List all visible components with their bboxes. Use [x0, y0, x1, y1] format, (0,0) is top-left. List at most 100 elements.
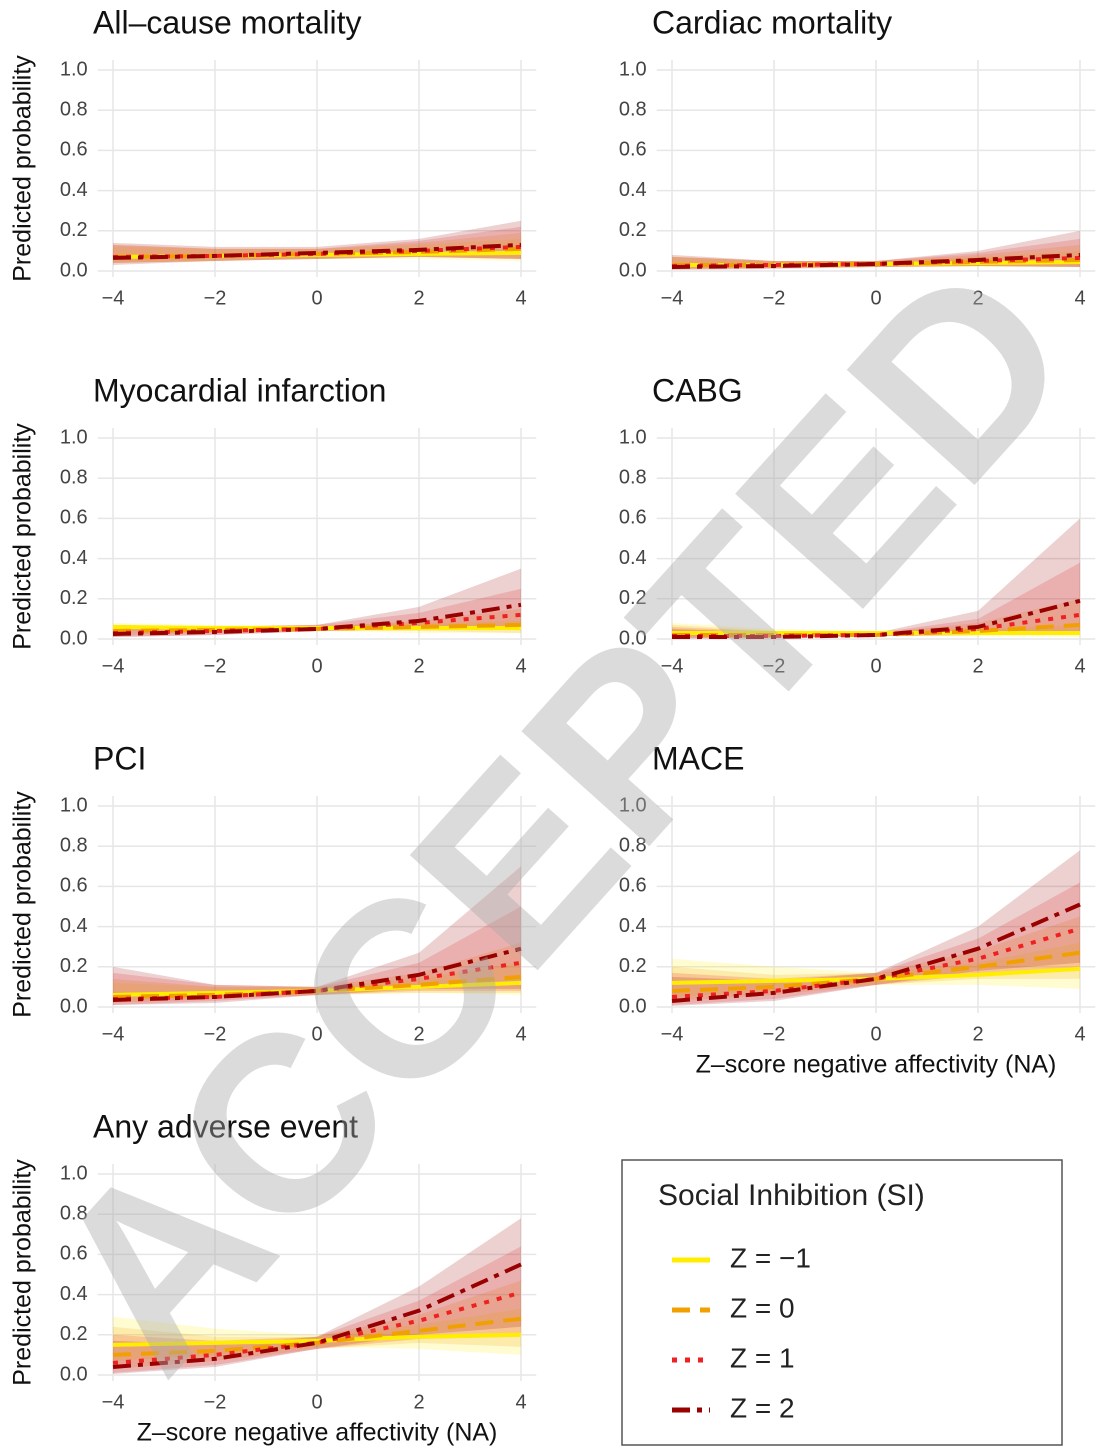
- panel-title: Myocardial infarction: [93, 372, 386, 408]
- legend-title: Social Inhibition (SI): [658, 1179, 925, 1212]
- x-tick-label: −2: [204, 655, 227, 677]
- y-tick-label: 0.0: [60, 259, 88, 281]
- y-tick-label: 1.0: [619, 426, 647, 448]
- y-tick-label: 0.6: [619, 875, 647, 897]
- y-tick-label: 0.0: [619, 995, 647, 1017]
- series-line: [112, 946, 522, 1002]
- x-tick-label: −4: [102, 287, 125, 309]
- y-tick-label: 0.0: [619, 259, 647, 281]
- x-tick-label: −4: [661, 287, 684, 309]
- y-tick-label: 0.4: [619, 915, 647, 937]
- y-tick-label: 0.8: [619, 834, 647, 856]
- confidence-band: [672, 562, 1080, 639]
- y-tick-label: 0.8: [60, 466, 88, 488]
- x-tick-label: 0: [311, 655, 322, 677]
- legend-label: Z = 2: [730, 1392, 795, 1423]
- x-axis-label: Z–score negative affectivity (NA): [137, 1419, 498, 1447]
- x-axis-label: Z–score negative affectivity (NA): [696, 1051, 1057, 1079]
- y-axis-label: Predicted probability: [9, 791, 37, 1018]
- x-tick-label: 0: [311, 287, 322, 309]
- x-tick-label: −2: [204, 1023, 227, 1045]
- x-tick-label: 2: [413, 1391, 424, 1413]
- x-tick-label: 4: [515, 1023, 526, 1045]
- y-tick-label: 0.2: [619, 219, 647, 241]
- x-tick-label: 2: [413, 287, 424, 309]
- panel-title: All–cause mortality: [93, 4, 362, 40]
- y-tick-label: 0.2: [60, 219, 88, 241]
- confidence-band: [113, 588, 521, 637]
- y-tick-label: 0.2: [619, 955, 647, 977]
- y-tick-label: 0.4: [619, 547, 647, 569]
- y-tick-label: 0.4: [60, 1283, 88, 1305]
- y-tick-label: 1.0: [619, 58, 647, 80]
- x-tick-label: −4: [661, 1023, 684, 1045]
- confidence-band: [113, 1280, 521, 1369]
- y-tick-label: 0.6: [60, 139, 88, 161]
- y-tick-label: 1.0: [60, 426, 88, 448]
- x-tick-label: −2: [763, 287, 786, 309]
- x-tick-label: −4: [102, 1023, 125, 1045]
- panel-title: Cardiac mortality: [652, 4, 892, 40]
- y-tick-label: 0.4: [619, 179, 647, 201]
- legend-label: Z = 0: [730, 1292, 795, 1323]
- panel-title: PCI: [93, 740, 146, 776]
- y-tick-label: 0.4: [60, 547, 88, 569]
- x-tick-label: 4: [1074, 1023, 1085, 1045]
- y-tick-label: 0.0: [60, 627, 88, 649]
- y-axis-label: Predicted probability: [9, 1159, 37, 1386]
- y-tick-label: 0.0: [60, 995, 88, 1017]
- x-tick-label: 0: [311, 1023, 322, 1045]
- series-line: [671, 926, 1081, 999]
- series-line: [112, 1316, 522, 1357]
- x-tick-label: −2: [204, 1391, 227, 1413]
- panel-title: Any adverse event: [93, 1108, 358, 1144]
- y-tick-label: 1.0: [60, 1162, 88, 1184]
- y-tick-label: 1.0: [619, 794, 647, 816]
- panel-title: MACE: [652, 740, 744, 776]
- x-tick-label: 0: [870, 655, 881, 677]
- x-tick-label: 4: [515, 655, 526, 677]
- confidence-band: [672, 942, 1080, 997]
- y-tick-label: 0.8: [60, 834, 88, 856]
- y-tick-label: 0.2: [619, 587, 647, 609]
- series-line: [671, 902, 1081, 1003]
- y-tick-label: 0.2: [60, 955, 88, 977]
- series-line: [112, 1262, 522, 1369]
- panel-title: CABG: [652, 372, 743, 408]
- x-tick-label: −2: [204, 287, 227, 309]
- x-tick-label: −2: [763, 655, 786, 677]
- confidence-band: [113, 866, 521, 1005]
- legend-box: [621, 1159, 1063, 1446]
- series-line: [112, 612, 522, 635]
- series-line: [671, 252, 1081, 269]
- legend-label: Z = −1: [730, 1242, 811, 1273]
- x-tick-label: 2: [413, 655, 424, 677]
- series-line: [112, 602, 522, 636]
- y-tick-label: 0.6: [60, 1243, 88, 1265]
- series-line: [672, 612, 1081, 638]
- y-axis-label: Predicted probability: [9, 55, 37, 282]
- y-tick-label: 0.6: [619, 507, 647, 529]
- series-line: [112, 974, 522, 999]
- confidence-band: [672, 850, 1080, 1006]
- x-tick-label: 0: [870, 1023, 881, 1045]
- x-tick-label: 4: [515, 1391, 526, 1413]
- y-tick-label: 0.4: [60, 179, 88, 201]
- x-tick-label: 4: [1074, 655, 1085, 677]
- y-tick-label: 0.8: [619, 98, 647, 120]
- x-tick-label: −4: [102, 655, 125, 677]
- y-tick-label: 0.6: [619, 139, 647, 161]
- confidence-band: [113, 906, 521, 1005]
- y-tick-label: 0.2: [60, 587, 88, 609]
- x-tick-label: 2: [413, 1023, 424, 1045]
- x-tick-label: 0: [311, 1391, 322, 1413]
- y-tick-label: 0.8: [60, 1202, 88, 1224]
- series-line: [671, 950, 1081, 993]
- legend-label: Z = 1: [730, 1342, 795, 1373]
- y-axis-label: Predicted probability: [9, 423, 37, 650]
- y-tick-label: 0.6: [60, 875, 88, 897]
- y-tick-label: 1.0: [60, 58, 88, 80]
- x-tick-label: −2: [763, 1023, 786, 1045]
- x-tick-label: 4: [515, 287, 526, 309]
